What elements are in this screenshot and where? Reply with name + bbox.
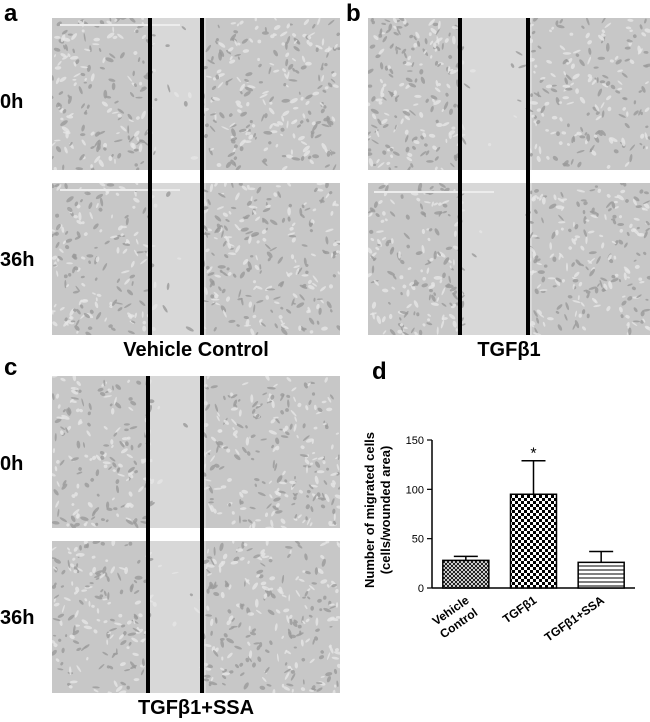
micrograph-c-0h <box>52 376 340 528</box>
wound-edge-line-a-right <box>200 18 204 335</box>
panel-letter-d: d <box>372 358 387 385</box>
micrograph-a-0h <box>52 18 340 170</box>
wound-edge-line-b-left <box>458 18 462 335</box>
caption-tgfb1: TGFβ1 <box>477 339 541 361</box>
micrograph-a-36h <box>52 183 340 335</box>
y-axis-label-line1: Number of migrated cells <box>362 432 377 588</box>
y-tick-label: 50 <box>412 534 424 546</box>
row-label-0h-c: 0h <box>0 453 24 475</box>
wound-edge-line-c-left <box>146 376 150 693</box>
wound-edge-line-b-right <box>526 18 530 335</box>
micrograph-b-0h <box>368 18 650 170</box>
wound-edge-line-c-right <box>200 376 204 693</box>
x-tick-label: TGFβ1 <box>500 593 539 626</box>
micrograph-c-36h <box>52 541 340 693</box>
y-axis-label-line2: (cells/wounded area) <box>378 446 393 575</box>
x-tick-label-line1: TGFβ1+SSA <box>542 593 607 645</box>
x-tick-label-line1: TGFβ1 <box>500 593 539 626</box>
significance-marker: * <box>530 446 536 463</box>
row-label-0h-a: 0h <box>0 91 24 113</box>
y-tick-label: 150 <box>406 435 424 447</box>
row-label-36h-a: 36h <box>0 249 35 271</box>
caption-vehicle-control: Vehicle Control <box>123 339 269 361</box>
wound-edge-line-a-left <box>148 18 152 335</box>
y-axis-label: Number of migrated cells (cells/wounded … <box>362 432 393 588</box>
panel-letter-a: a <box>4 0 18 27</box>
panel-letter-c: c <box>4 354 18 381</box>
caption-tgfb1-ssa: TGFβ1+SSA <box>137 697 255 719</box>
bar-chart: Number of migrated cells (cells/wounded … <box>362 432 635 645</box>
y-tick-label: 100 <box>406 484 424 496</box>
bar <box>577 561 625 589</box>
row-label-36h-c: 36h <box>0 607 35 629</box>
x-tick-label: TGFβ1+SSA <box>542 593 607 645</box>
bar <box>509 493 558 589</box>
panel-letter-b: b <box>346 0 361 27</box>
bar <box>442 559 490 589</box>
y-tick-label: 0 <box>418 583 424 595</box>
micrograph-b-36h <box>368 183 650 335</box>
